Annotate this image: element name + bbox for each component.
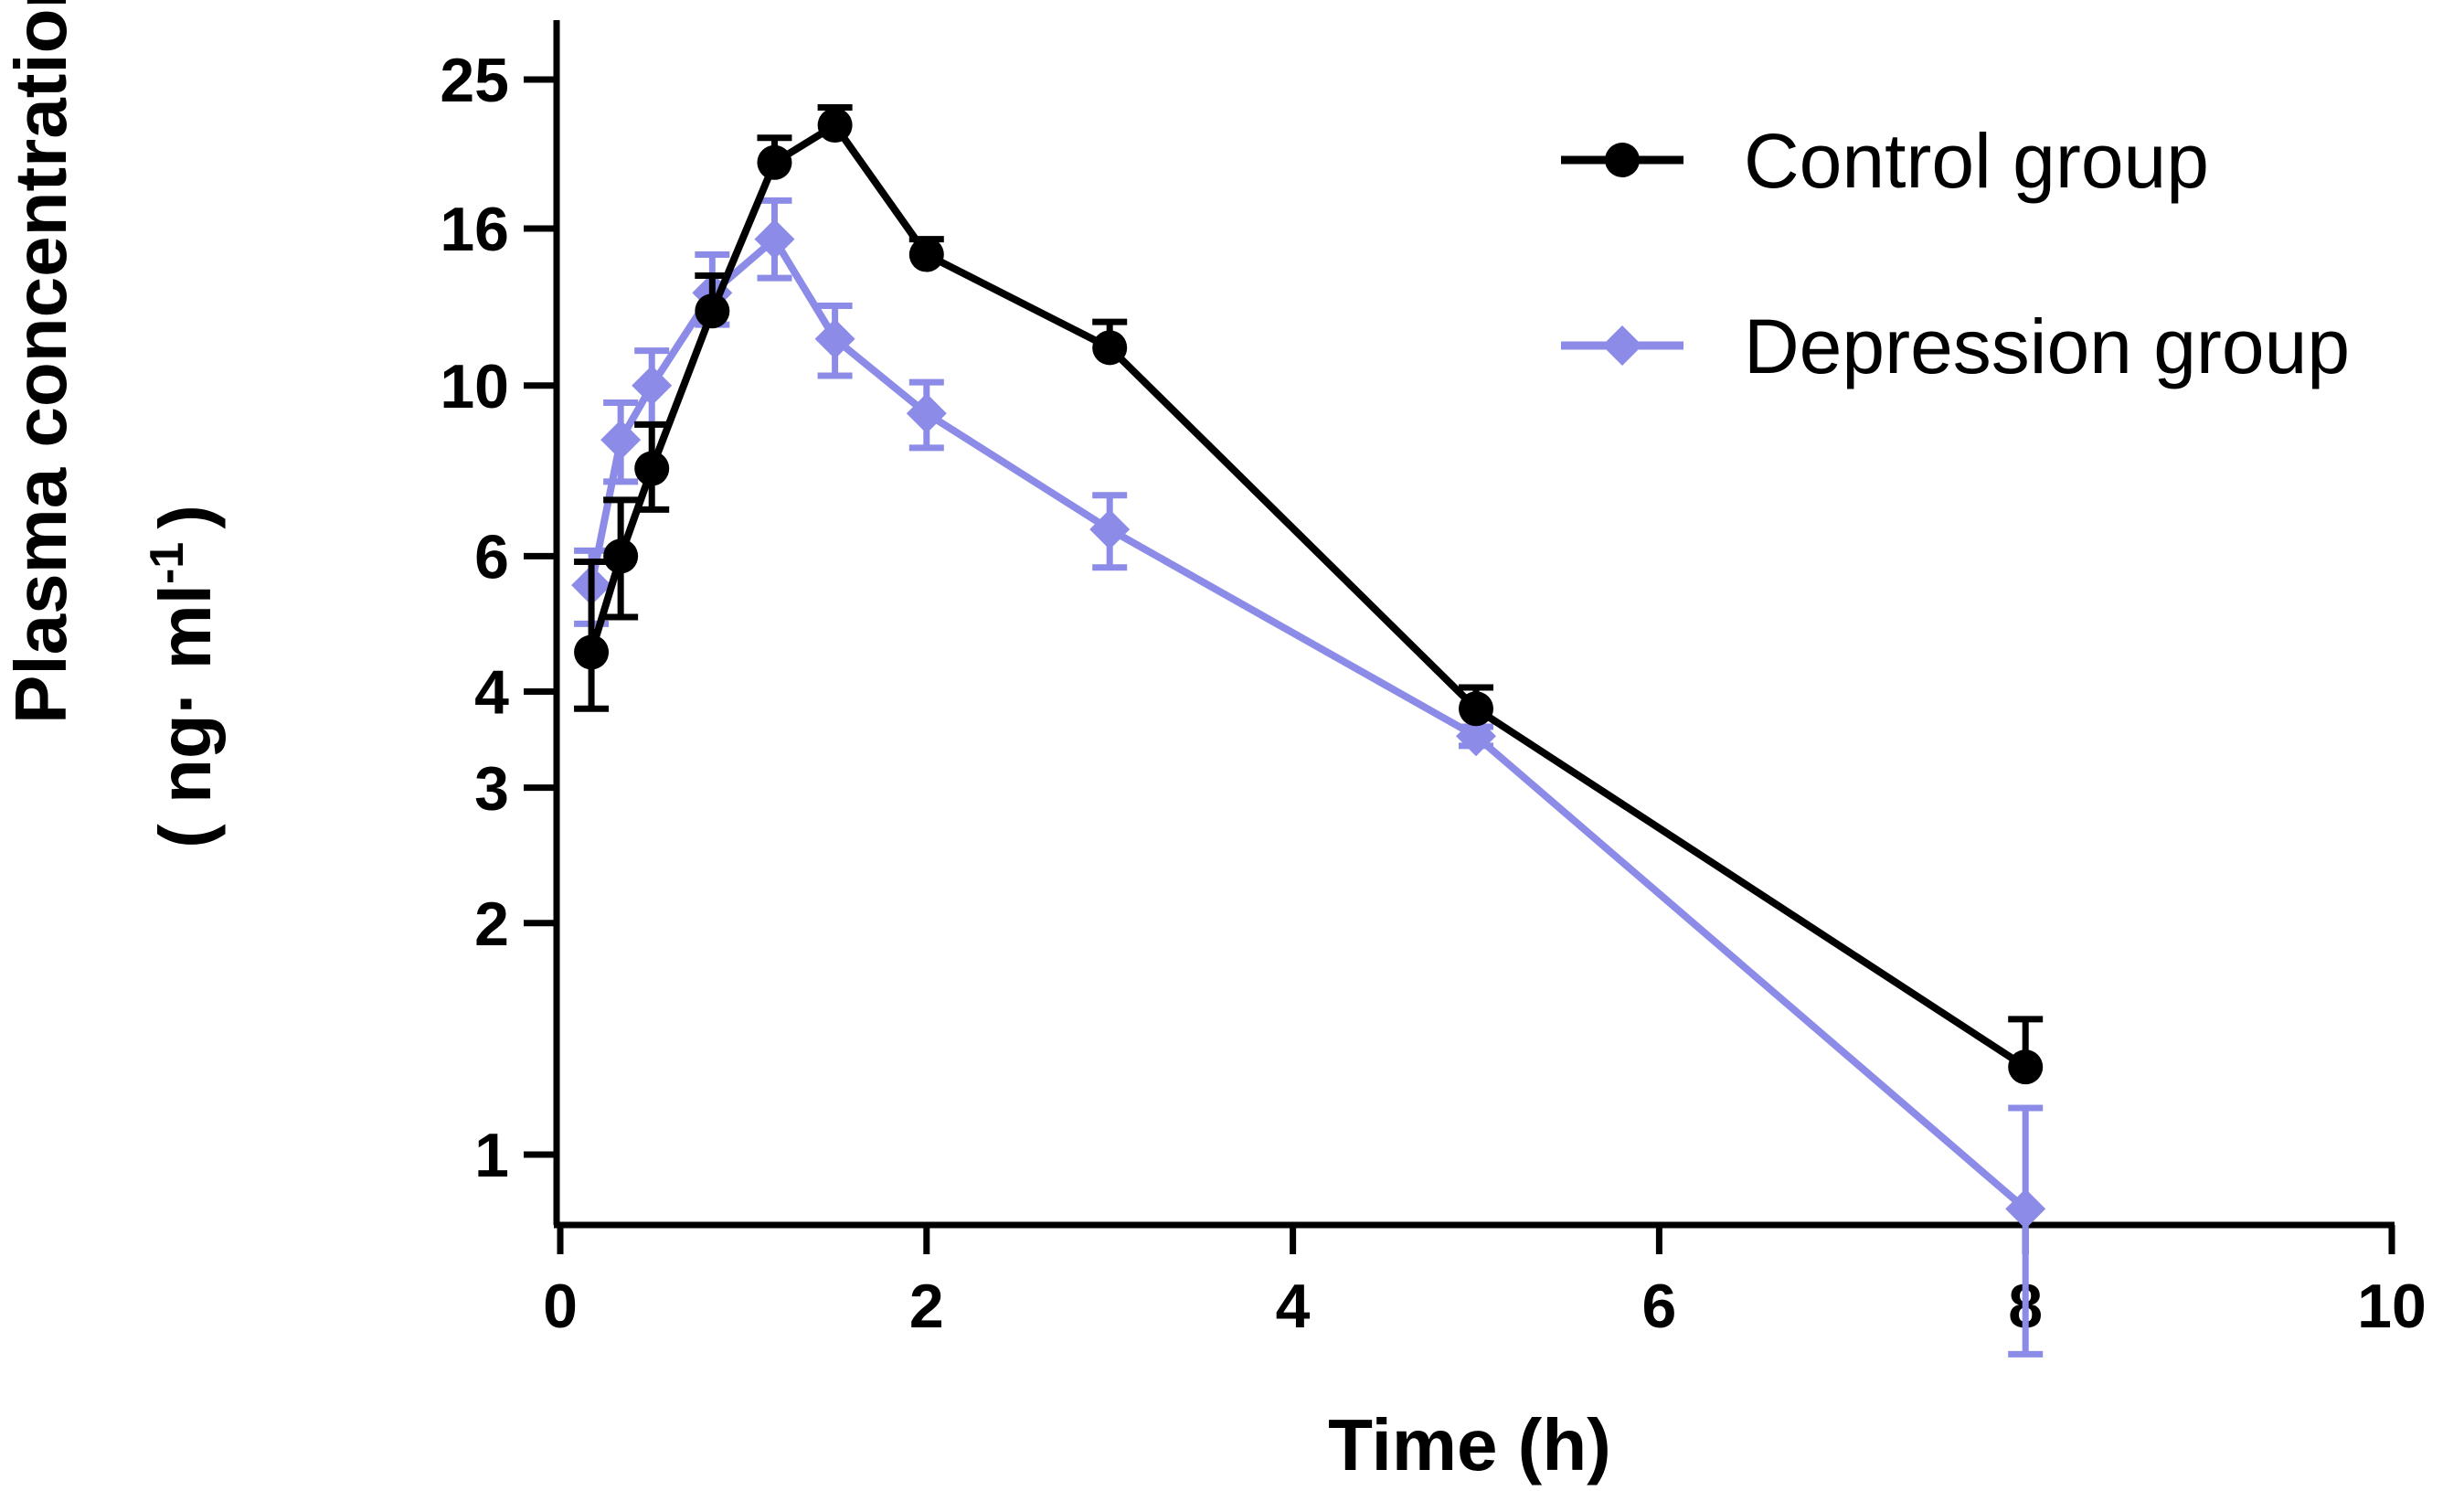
data-point (603, 538, 638, 573)
x-axis-title: Time (h) (1328, 1404, 1611, 1486)
data-point (2008, 1049, 2043, 1084)
data-point (1089, 509, 1130, 549)
y-axis-title-close: ) (144, 505, 226, 529)
legend-marker (1602, 325, 1642, 366)
axis-titles: Time (h) Plasma concentration of Sax ( n… (0, 0, 1611, 1486)
x-tick-label: 0 (543, 1272, 578, 1341)
data-point (695, 293, 729, 328)
legend-marker (1605, 143, 1640, 177)
x-tick-label: 6 (1641, 1272, 1676, 1341)
legend-label: Control group (1744, 118, 2209, 204)
data-point (574, 634, 609, 669)
y-tick-label: 3 (474, 754, 509, 824)
y-axis-title-superscript: -1 (141, 542, 194, 584)
legend-item: Control group (1561, 118, 2209, 204)
y-tick-label: 1 (474, 1121, 509, 1190)
series-line (591, 125, 2025, 1067)
y-tick-label: 2 (474, 889, 509, 959)
y-axis-title-unit: ( ng· ml (144, 584, 226, 848)
legend-label: Depression group (1744, 304, 2350, 389)
y-axis-title-line1: Plasma concentration of Sax (0, 0, 81, 724)
x-tick-label: 2 (909, 1272, 944, 1341)
y-tick-label: 10 (440, 352, 509, 421)
legend: Control group Depression group (1561, 118, 2350, 389)
series-layer (571, 107, 2045, 1354)
data-point (909, 238, 944, 272)
data-point (1092, 330, 1127, 365)
y-tick-label: 16 (440, 195, 509, 264)
x-tick-label: 4 (1276, 1272, 1311, 1341)
data-point (818, 108, 853, 143)
y-tick-label: 6 (474, 522, 509, 591)
data-point (1459, 691, 1493, 726)
x-tick-label: 10 (2357, 1272, 2427, 1341)
legend-item: Depression group (1561, 304, 2350, 389)
y-axis-title-line2: ( ng· ml-1) (141, 505, 226, 848)
y-tick-label: 4 (474, 658, 509, 728)
axes-layer: 024681012346101625 (440, 20, 2426, 1341)
data-point (634, 452, 669, 486)
series-control-group (574, 107, 2043, 1084)
y-tick-label: 25 (440, 46, 509, 115)
data-point (757, 145, 791, 180)
